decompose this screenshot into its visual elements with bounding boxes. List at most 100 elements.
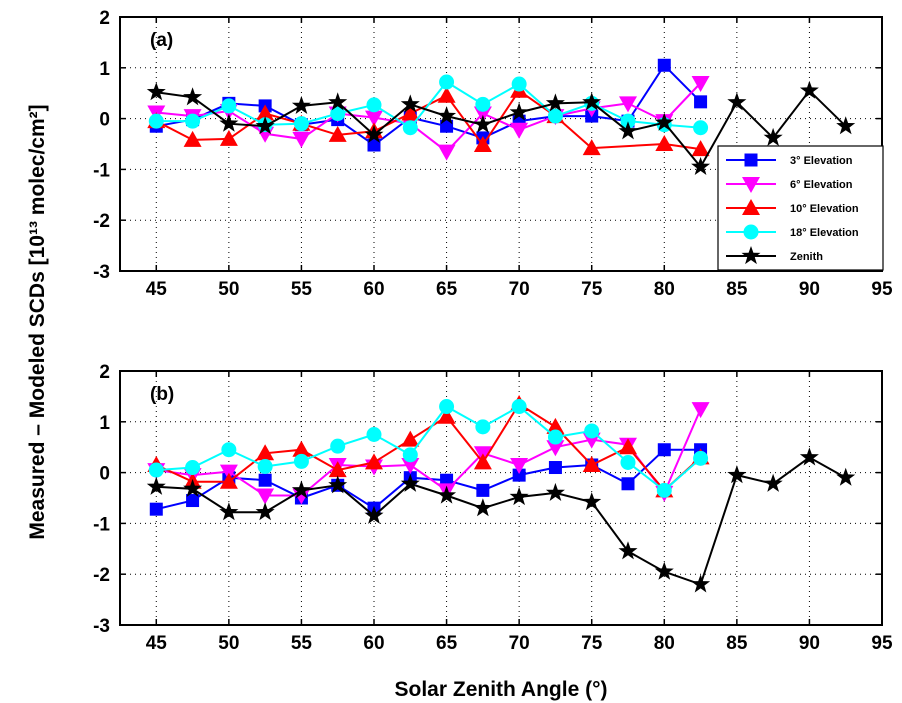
data-point [656, 482, 672, 498]
series-line [156, 448, 701, 511]
data-point [545, 482, 565, 501]
data-point [328, 125, 347, 142]
x-tick-label: 90 [799, 633, 820, 654]
data-point [475, 96, 491, 112]
series-line [155, 402, 702, 492]
y-tick-label: -2 [93, 211, 110, 232]
data-point [545, 93, 565, 112]
data-point [367, 138, 381, 152]
x-tick-label: 80 [654, 633, 675, 654]
data-point [510, 122, 529, 139]
y-tick-label: 2 [99, 8, 110, 29]
data-point [219, 113, 239, 132]
data-point [657, 58, 671, 72]
x-tick-label: 95 [871, 633, 893, 654]
x-tick-label: 65 [436, 279, 458, 300]
data-point [511, 76, 527, 92]
y-tick-label: -2 [93, 565, 110, 586]
data-point [437, 106, 457, 125]
data-point [291, 95, 311, 114]
data-point [509, 487, 529, 506]
series-line [156, 89, 847, 169]
y-tick-label: -1 [93, 160, 110, 181]
data-point [727, 465, 747, 484]
panel-b: 45 50 55 60 65 70 75 80 85 90 95 -3 -2 -1 0 1 2 (b) [93, 362, 893, 654]
data-point [401, 458, 420, 474]
data-point [439, 74, 455, 90]
data-point [256, 444, 275, 461]
data-point [691, 402, 710, 419]
data-point [292, 131, 311, 148]
data-point [221, 442, 237, 458]
panel-a: 45 50 55 60 65 70 75 80 85 90 95 -3 -2 -1 0 1 2 (a) [93, 8, 893, 300]
data-point [219, 129, 238, 146]
y-axis-label: Measured – Modeled SCDs [10¹³ molec/cm²] [26, 104, 49, 539]
data-point [510, 458, 529, 474]
data-point [546, 440, 565, 457]
data-point [402, 447, 418, 463]
data-point [694, 95, 708, 109]
x-tick-label: 70 [509, 633, 530, 654]
data-point [364, 124, 384, 143]
legend-label: 3° Elevation [790, 155, 853, 167]
data-point [221, 98, 237, 114]
data-point [511, 399, 527, 415]
data-point [437, 485, 457, 504]
panel-label: (a) [150, 30, 173, 51]
legend-marker [744, 153, 758, 167]
data-point [619, 96, 637, 113]
data-point [582, 92, 602, 111]
data-point [475, 419, 491, 435]
data-point [328, 461, 347, 478]
y-tick-label: -1 [93, 514, 110, 535]
y-tick-label: 2 [99, 362, 110, 383]
data-point [799, 80, 819, 99]
data-point [473, 114, 493, 133]
plot-frame [119, 16, 883, 272]
data-point [654, 561, 674, 580]
data-point [402, 120, 418, 136]
data-point [618, 121, 638, 140]
series-line [156, 80, 701, 130]
x-tick-label: 60 [363, 279, 384, 300]
data-point [437, 86, 456, 103]
legend-label: 6° Elevation [790, 179, 853, 191]
x-tick-label: 55 [291, 633, 313, 654]
legend-label: 18° Elevation [790, 227, 859, 239]
data-point [148, 113, 164, 129]
data-point [476, 483, 490, 497]
data-point [437, 144, 456, 161]
data-point [620, 454, 636, 470]
legend-marker [742, 199, 760, 215]
data-point [185, 113, 201, 129]
x-tick-label: 75 [581, 279, 603, 300]
series-line [156, 63, 702, 147]
plot-frame [119, 370, 883, 626]
x-tick-label: 60 [363, 633, 384, 654]
data-point [693, 450, 709, 466]
data-point [183, 87, 203, 106]
data-point [364, 505, 384, 524]
data-point [400, 473, 420, 492]
data-point [621, 477, 635, 491]
data-point [836, 116, 856, 135]
data-point [146, 82, 166, 101]
data-point [509, 102, 529, 121]
data-point [691, 76, 710, 92]
x-tick-label: 45 [146, 279, 168, 300]
data-point [584, 423, 600, 439]
x-tick-label: 85 [726, 279, 748, 300]
data-point [292, 440, 311, 457]
data-point [328, 92, 348, 111]
data-point [473, 453, 492, 470]
series-cyan [148, 399, 709, 498]
data-point [291, 480, 311, 499]
data-point [547, 429, 563, 445]
legend-marker [741, 246, 761, 265]
data-point [255, 502, 275, 521]
series-line [156, 456, 847, 586]
data-point [548, 461, 562, 475]
legend-label: 10° Elevation [790, 203, 859, 215]
y-tick-label: 0 [99, 464, 110, 485]
